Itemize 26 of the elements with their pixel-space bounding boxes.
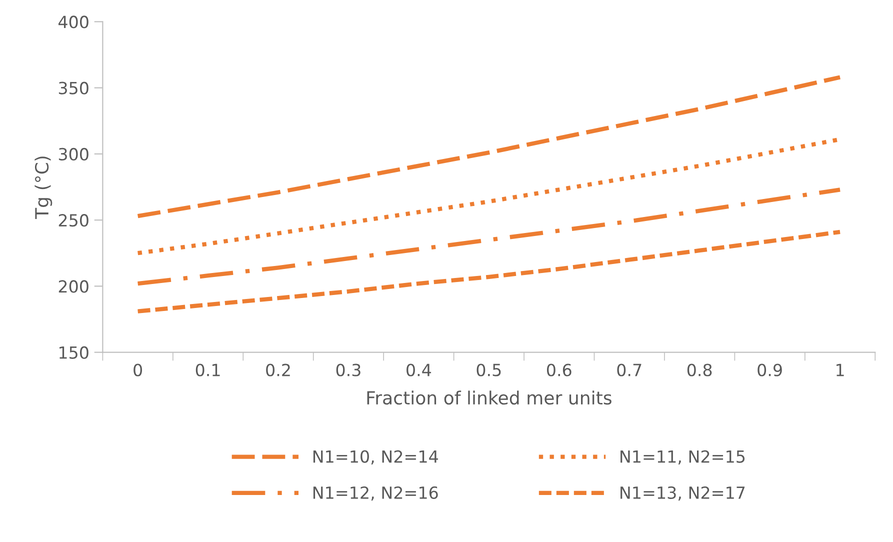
- x-tick-label: 0.9: [758, 364, 782, 376]
- y-tick-label: 150: [60, 346, 88, 359]
- line-series: [136, 75, 842, 218]
- x-tick-label: 0.8: [687, 364, 712, 376]
- line-series: [136, 188, 842, 286]
- x-tick-label: 0.6: [546, 364, 572, 376]
- y-tick-label: 400: [58, 16, 88, 28]
- y-tick-label: 250: [58, 214, 88, 227]
- y-tick-label: 300: [58, 148, 88, 160]
- legend-label: N1=12, N2=16: [313, 486, 438, 501]
- line-series: [136, 230, 842, 314]
- y-tick-label: 350: [58, 82, 88, 94]
- y-tick-label: 200: [58, 280, 88, 293]
- x-tick-label: 0.3: [336, 364, 360, 376]
- x-tick-label: 0: [134, 364, 142, 376]
- legend-label: N1=11, N2=15: [620, 450, 745, 465]
- x-tick-label: 0.7: [617, 364, 642, 376]
- x-tick-label: 0.5: [476, 364, 501, 376]
- legend-label: N1=10, N2=14: [313, 450, 438, 465]
- x-tick-label: 0.2: [266, 364, 290, 376]
- y-axis-title: Tg (°C): [34, 156, 52, 220]
- x-axis-title: Fraction of linked mer units: [367, 390, 612, 405]
- x-tick-label: 0.4: [406, 364, 432, 376]
- legend-label: N1=13, N2=17: [620, 486, 745, 501]
- x-tick-label: 1: [836, 364, 844, 376]
- x-tick-label: 0.1: [196, 364, 220, 376]
